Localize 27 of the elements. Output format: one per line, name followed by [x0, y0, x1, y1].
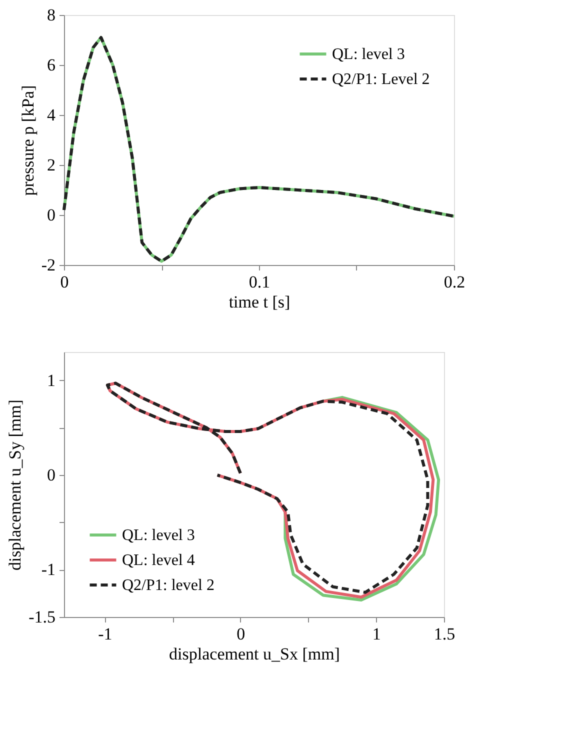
y-axis-title: displacement u_Sy [mm]: [6, 400, 25, 570]
y-tick-label: 8: [47, 6, 56, 24]
x-axis-title: time t [s]: [228, 292, 290, 312]
y-tick-label: 6: [47, 56, 56, 74]
legend-label: Q2/P1: Level 2: [332, 71, 430, 88]
y-tick-label: -2: [41, 256, 56, 274]
y-tick-label: 0: [47, 466, 56, 485]
x-tick-label: 0: [236, 624, 246, 644]
y-tick-label: -1.5: [28, 608, 56, 626]
legend-label: QL: level 4: [122, 552, 195, 569]
y-tick-label: 1: [47, 370, 56, 390]
legend-label: QL: level 3: [122, 527, 195, 544]
y-tick-label: 2: [47, 156, 56, 174]
x-tick-label: 0.2: [444, 272, 466, 292]
x-tick-label: 0.1: [248, 272, 270, 292]
line-series: [284, 396, 440, 602]
y-tick-label: 4: [47, 106, 56, 124]
x-tick-label: 0: [60, 272, 69, 292]
x-axis-title: displacement u_Sx [mm]: [169, 644, 340, 664]
legend-label: QL: level 3: [332, 46, 405, 63]
x-tick-label: 1.5: [434, 624, 456, 644]
legend-label: Q2/P1: level 2: [122, 577, 214, 594]
y-axis-title: pressure p [kPa]: [18, 85, 38, 196]
x-tick-label: 1: [372, 624, 381, 644]
y-tick-label: -1: [41, 560, 56, 580]
x-tick-label: -1: [98, 624, 112, 644]
y-tick-label: 0: [47, 206, 56, 224]
